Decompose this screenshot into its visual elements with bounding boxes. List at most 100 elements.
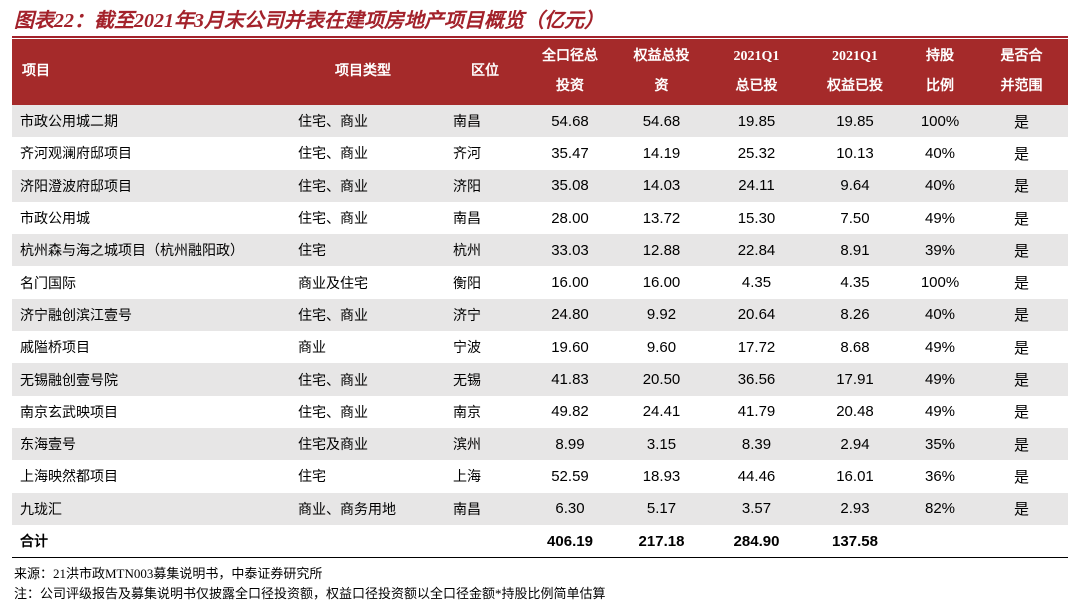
cell: 17.91 bbox=[805, 363, 905, 396]
cell: 36% bbox=[924, 467, 956, 485]
total-cell: 284.90 bbox=[708, 524, 805, 559]
cell: 54.68 bbox=[615, 105, 708, 138]
column-header: 2021Q1 权益已投 bbox=[805, 39, 905, 105]
table-row: 济宁融创滨江壹号 住宅、商业 济宁 24.80 9.92 20.64 8.26 40% 是 bbox=[12, 298, 1068, 332]
table-row: 无锡融创壹号院 住宅、商业 无锡 41.83 20.50 36.56 17.91 49% 是 bbox=[12, 363, 1068, 396]
total-cell: 217.18 bbox=[615, 524, 708, 559]
cell: 4.35 bbox=[840, 274, 870, 292]
cell: 9.60 bbox=[646, 338, 677, 356]
cell: 52.59 bbox=[551, 467, 589, 485]
table-row: 名门国际 商业及住宅 衡阳 16.00 16.00 4.35 4.35 100% 是 bbox=[12, 266, 1068, 298]
cell: 5.17 bbox=[615, 492, 708, 525]
cell: 3.57 bbox=[708, 492, 805, 525]
cell: 是 bbox=[975, 427, 1068, 461]
cell: 南昌 bbox=[453, 212, 481, 228]
cell: 是 bbox=[975, 169, 1068, 202]
cell: 35.47 bbox=[551, 144, 589, 162]
column-header: 全口径总 投资 bbox=[525, 39, 615, 105]
cell: 南昌 bbox=[445, 492, 525, 525]
cell: 40% bbox=[924, 144, 956, 162]
cell: 是 bbox=[1013, 276, 1029, 293]
cell: 25.32 bbox=[737, 144, 776, 162]
cell: 2.93 bbox=[805, 492, 905, 525]
cell: 20.64 bbox=[708, 298, 805, 332]
cell: 49% bbox=[924, 209, 956, 227]
cell: 28.00 bbox=[551, 209, 589, 227]
cell: 17.72 bbox=[737, 338, 776, 356]
cell: 南昌 bbox=[445, 105, 525, 138]
table-row: 南京玄武映项目 住宅、商业 南京 49.82 24.41 41.79 20.48 49% 是 bbox=[12, 396, 1068, 428]
cell: 济宁 bbox=[445, 298, 525, 332]
title-rule bbox=[12, 36, 1068, 38]
cell: 是 bbox=[975, 105, 1068, 138]
cell: 6.30 bbox=[525, 492, 615, 525]
cell: 无锡融创壹号院 bbox=[12, 363, 290, 396]
cell: 上海映然都项目 bbox=[20, 470, 118, 486]
header-line: 投资 bbox=[556, 79, 584, 94]
cell: 是 bbox=[1013, 211, 1029, 228]
column-header: 权益总投资 bbox=[615, 39, 708, 105]
empty-cell bbox=[975, 524, 1068, 559]
table-row: 九珑汇 商业、商务用地 南昌 6.30 5.17 3.57 2.93 82% 是 bbox=[12, 492, 1068, 525]
empty-cell bbox=[290, 524, 445, 559]
cell: 戚隘桥项目 bbox=[20, 341, 90, 357]
table-row: 齐河观澜府邸项目 住宅、商业 齐河 35.47 14.19 25.32 10.13 40% 是 bbox=[12, 137, 1068, 169]
cell: 杭州 bbox=[445, 234, 525, 267]
cell: 住宅、商业 bbox=[290, 105, 445, 138]
header-line: 持股 bbox=[926, 49, 954, 64]
cell: 82% bbox=[905, 492, 975, 525]
cell: 3.15 bbox=[615, 427, 708, 461]
cell: 齐河 bbox=[453, 147, 481, 163]
cell: 36.56 bbox=[708, 363, 805, 396]
cell: 19.60 bbox=[551, 338, 589, 356]
cell: 40% bbox=[905, 298, 975, 332]
cell: 19.85 bbox=[708, 105, 805, 138]
cell: 住宅 bbox=[290, 234, 445, 267]
cell: 16.01 bbox=[836, 467, 874, 485]
cell: 40% bbox=[905, 169, 975, 202]
header-line: 比例 bbox=[926, 79, 954, 94]
column-header: 持股 比例 bbox=[905, 39, 975, 105]
table-row: 济阳澄波府邸项目 住宅、商业 济阳 35.08 14.03 24.11 9.64 40% 是 bbox=[12, 169, 1068, 202]
cell: 滨州 bbox=[445, 427, 525, 461]
cell: 16.00 bbox=[551, 274, 589, 292]
header-line: 项目 bbox=[22, 64, 50, 79]
cell: 上海 bbox=[453, 470, 481, 486]
header-line: 总已投 bbox=[735, 79, 778, 94]
cell: 住宅、商业 bbox=[298, 212, 368, 228]
cell: 宁波 bbox=[453, 341, 481, 357]
total-cell: 406.19 bbox=[525, 524, 615, 559]
cell: 49% bbox=[924, 403, 956, 421]
header-line: 权益已投 bbox=[827, 79, 883, 94]
cell: 35% bbox=[905, 427, 975, 461]
source: 来源：21洪市政MTN003募集说明书，中泰证券研究所 bbox=[14, 566, 323, 581]
table-row: 东海壹号 住宅及商业 滨州 8.99 3.15 8.39 2.94 35% 是 bbox=[12, 427, 1068, 461]
cell: 住宅、商业 bbox=[298, 147, 368, 163]
cell: 49% bbox=[924, 338, 956, 356]
empty-cell bbox=[445, 524, 525, 559]
cell: 齐河观澜府邸项目 bbox=[20, 147, 132, 163]
cell: 衡阳 bbox=[453, 276, 481, 292]
cell: 市政公用城二期 bbox=[12, 105, 290, 138]
cell: 济阳 bbox=[445, 169, 525, 202]
cell: 49.82 bbox=[551, 403, 589, 421]
column-header: 项目类型 bbox=[290, 39, 445, 105]
header-line: 2021Q1 bbox=[832, 49, 878, 64]
cell: 商业、商务用地 bbox=[290, 492, 445, 525]
table-row: 市政公用城二期 住宅、商业 南昌 54.68 54.68 19.85 19.85 100% 是 bbox=[12, 105, 1068, 138]
cell: 住宅 bbox=[298, 470, 326, 486]
cell: 是 bbox=[975, 492, 1068, 525]
cell: 10.13 bbox=[836, 144, 874, 162]
cell: 九珑汇 bbox=[12, 492, 290, 525]
cell: 20.50 bbox=[615, 363, 708, 396]
header-line: 区位 bbox=[471, 64, 499, 79]
cell: 100% bbox=[920, 274, 960, 292]
cell: 名门国际 bbox=[20, 276, 76, 292]
cell: 24.11 bbox=[708, 169, 805, 202]
empty-cell bbox=[905, 524, 975, 559]
column-header: 项目 bbox=[12, 39, 290, 105]
cell: 22.84 bbox=[708, 234, 805, 267]
cell: 商业及住宅 bbox=[298, 276, 368, 292]
total-label: 合计 bbox=[12, 524, 290, 559]
cell: 住宅、商业 bbox=[298, 405, 368, 421]
